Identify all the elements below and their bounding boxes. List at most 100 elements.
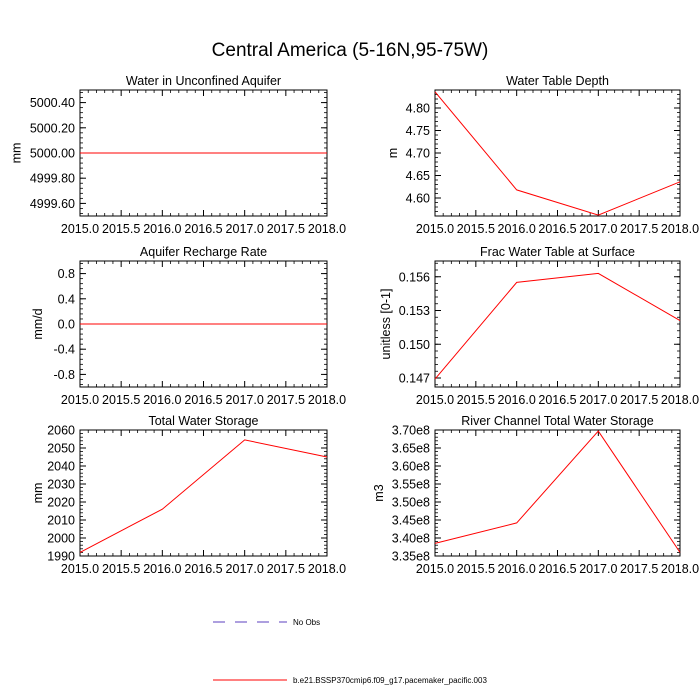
y-axis-label: mm (10, 143, 24, 164)
y-tick-label: 4.75 (406, 124, 430, 138)
x-tick-label: 2015.5 (102, 393, 140, 407)
x-tick-label: 2016.5 (538, 222, 576, 236)
x-tick-label: 2016.0 (143, 562, 181, 576)
panel-title: Aquifer Recharge Rate (140, 245, 267, 259)
x-tick-label: 2018.0 (661, 393, 699, 407)
y-axis-label: unitless [0-1] (379, 289, 393, 360)
x-tick-label: 2017.5 (620, 562, 658, 576)
x-tick-label: 2015.0 (416, 562, 454, 576)
x-tick-label: 2015.5 (457, 562, 495, 576)
y-tick-label: 3.50e8 (392, 496, 430, 510)
y-tick-label: 1990 (47, 550, 75, 564)
y-tick-label: 4.60 (406, 192, 430, 206)
chart-panel-3: 2015.0 2015.5 2016.0 2016.5 2017.0 2017.5 2018… (31, 245, 346, 407)
series-line (434, 91, 681, 216)
y-tick-label: 2040 (47, 460, 75, 474)
plot-frame (434, 260, 681, 388)
x-tick-label: 2015.0 (61, 562, 99, 576)
chart-panel-4: 2015.0 2015.5 2016.0 2016.5 2017.0 2017.5 2018… (379, 245, 699, 407)
x-tick-label: 2017.0 (579, 393, 617, 407)
x-tick-label: 2015.5 (102, 222, 140, 236)
series-line (79, 439, 328, 553)
y-tick-label: 2020 (47, 496, 75, 510)
x-tick-label: 2017.5 (620, 393, 658, 407)
x-tick-label: 2015.0 (61, 222, 99, 236)
y-tick-label: 3.55e8 (392, 478, 430, 492)
legend-label-model: b.e21.BSSP370cmip6.f09_g17.pacemaker_pac… (293, 676, 487, 685)
y-tick-label: 0.150 (399, 338, 430, 352)
x-tick-label: 2016.5 (184, 562, 222, 576)
y-axis-label: m3 (372, 484, 386, 501)
x-tick-label: 2018.0 (308, 562, 346, 576)
y-tick-label: 0.156 (399, 270, 430, 284)
x-tick-label: 2015.0 (416, 222, 454, 236)
y-axis-label: m (386, 148, 400, 158)
chart-panel-5: 2015.0 2015.5 2016.0 2016.5 2017.0 2017.5 2018… (31, 414, 346, 576)
x-tick-label: 2016.5 (184, 393, 222, 407)
y-tick-label: 5000.40 (30, 96, 75, 110)
x-tick-label: 2017.5 (267, 393, 305, 407)
y-tick-label: 5000.00 (30, 147, 75, 161)
x-tick-label: 2016.0 (498, 222, 536, 236)
x-tick-label: 2017.0 (226, 393, 264, 407)
x-tick-label: 2015.5 (102, 562, 140, 576)
y-tick-label: 3.35e8 (392, 550, 430, 564)
x-tick-label: 2017.0 (226, 222, 264, 236)
figure-title: Central America (5-16N,95-75W) (211, 40, 489, 61)
y-axis-label: mm/d (31, 308, 45, 339)
y-tick-label: 2050 (47, 442, 75, 456)
chart-panel-1: 2015.0 2015.5 2016.0 2016.5 2017.0 2017.5 2018… (10, 74, 347, 236)
y-tick-label: 4.65 (406, 169, 430, 183)
x-tick-label: 2016.5 (538, 562, 576, 576)
x-tick-label: 2017.5 (267, 222, 305, 236)
x-tick-label: 2016.0 (498, 562, 536, 576)
y-tick-label: 4999.60 (30, 197, 75, 211)
panel-title: Total Water Storage (148, 414, 258, 428)
y-tick-label: 3.40e8 (392, 532, 430, 546)
y-tick-label: -0.8 (53, 368, 75, 382)
y-tick-label: 5000.20 (30, 121, 75, 135)
y-tick-label: 2000 (47, 532, 75, 546)
x-tick-label: 2017.0 (579, 562, 617, 576)
y-tick-label: 4999.80 (30, 172, 75, 186)
y-tick-label: 2060 (47, 424, 75, 438)
x-tick-label: 2016.0 (143, 393, 181, 407)
plot-frame (434, 429, 681, 557)
x-tick-label: 2017.5 (267, 562, 305, 576)
series-line (434, 430, 681, 553)
x-tick-label: 2018.0 (308, 393, 346, 407)
x-tick-label: 2017.0 (579, 222, 617, 236)
legend: No Obs b.e21.BSSP370cmip6.f09_g17.pacemak… (213, 618, 487, 685)
x-tick-label: 2016.5 (538, 393, 576, 407)
x-tick-label: 2018.0 (661, 222, 699, 236)
x-tick-label: 2015.0 (61, 393, 99, 407)
x-tick-label: 2015.5 (457, 222, 495, 236)
y-tick-label: 0.0 (58, 318, 75, 332)
y-tick-label: 2030 (47, 478, 75, 492)
x-tick-label: 2015.5 (457, 393, 495, 407)
chart-panel-2: 2015.0 2015.5 2016.0 2016.5 2017.0 2017.5 2018… (386, 74, 699, 236)
panel-title: Frac Water Table at Surface (480, 245, 635, 259)
chart-panel-6: 2015.0 2015.5 2016.0 2016.5 2017.0 2017.5 2018… (372, 414, 699, 576)
x-tick-label: 2016.0 (143, 222, 181, 236)
y-tick-label: 0.147 (399, 372, 430, 386)
legend-label-no-obs: No Obs (293, 618, 320, 627)
x-tick-label: 2018.0 (661, 562, 699, 576)
panel-title: Water Table Depth (506, 74, 609, 88)
x-tick-label: 2016.5 (184, 222, 222, 236)
y-axis-label: mm (31, 483, 45, 504)
x-tick-label: 2015.0 (416, 393, 454, 407)
y-tick-label: 4.80 (406, 102, 430, 116)
x-tick-label: 2018.0 (308, 222, 346, 236)
series-line (434, 272, 681, 380)
panel-title: Water in Unconfined Aquifer (126, 74, 281, 88)
y-tick-label: 0.153 (399, 304, 430, 318)
y-tick-label: 4.70 (406, 147, 430, 161)
y-tick-label: 3.65e8 (392, 442, 430, 456)
x-tick-label: 2017.5 (620, 222, 658, 236)
y-tick-label: 3.60e8 (392, 460, 430, 474)
y-tick-label: -0.4 (53, 343, 75, 357)
y-tick-label: 0.4 (58, 292, 75, 306)
x-tick-label: 2016.0 (498, 393, 536, 407)
